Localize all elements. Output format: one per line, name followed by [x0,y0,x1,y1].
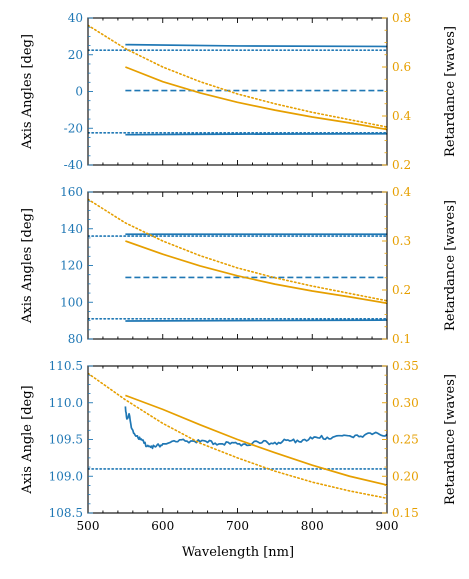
y-tick-label-right: 0.30 [392,396,419,410]
plot-frame [87,191,388,340]
y-tick-label-left: 109.0 [49,469,83,483]
y-tick-label-left: 108.5 [49,506,83,520]
y-tick-label-right: 0.25 [392,433,419,447]
y-tick-label-left: 110.5 [49,359,83,373]
y-tick-label-right: 0.15 [392,506,419,520]
y-tick-label-left: 100 [60,295,83,309]
y-axis-label-left: Axis Angles [deg] [20,34,35,150]
series-line-3 [125,319,387,322]
series-line-1 [125,43,387,48]
panel-3: 500 600 700 800 900 108.5 109.0 109.5 110.0 110.5… [20,359,458,533]
y-tick-label-right: 0.6 [392,60,411,74]
y-tick-label-right: 0.4 [392,185,411,199]
y-tick-label-right: 0.35 [392,359,419,373]
x-tick-label: 800 [301,519,324,533]
y-tick-label-left: 109.5 [49,433,83,447]
x-tick-label: 600 [151,519,174,533]
y-axis-label-left: Axis Angle [deg] [20,385,35,494]
y-tick-label-left: 120 [60,259,83,273]
panel-2: 80 100 120 140 160 0.1 0.2 0.3 0.4 Axis Angles [d… [20,185,458,346]
series-line-4 [88,372,387,500]
series-line-6 [125,240,387,305]
y-tick-label-right: 0.20 [392,469,419,483]
y-tick-label-left: -20 [64,121,83,135]
series-line-3 [125,394,387,486]
series-line-1 [124,406,387,450]
y-tick-label-right: 0.3 [392,234,411,248]
x-tick-label: 500 [77,519,100,533]
y-tick-label-left: 80 [68,332,83,346]
y-tick-label-left: 140 [60,222,83,236]
y-tick-label-right: 0.2 [392,158,411,172]
y-tick-label-right: 0.1 [392,332,411,346]
y-tick-label-left: 40 [68,11,83,25]
y-tick-label-left: 0 [75,85,83,99]
series-group [88,372,387,500]
series-line-3 [125,132,387,136]
y-axis-label-right: Retardance [waves] [443,374,458,505]
y-tick-label-right: 0.4 [392,109,411,123]
series-line-6 [125,66,387,131]
y-axis-label-right: Retardance [waves] [443,26,458,157]
y-tick-label-left: 20 [68,48,83,62]
panel-1: -40 -20 0 20 40 0.2 0.4 0.6 0.8 Axis Angles [deg]… [20,11,458,172]
x-tick-label: 900 [376,519,399,533]
x-axis-label: Wavelength [nm] [182,545,294,560]
plot-frame [87,17,388,166]
y-tick-label-right: 0.2 [392,283,411,297]
y-tick-label-right: 0.8 [392,11,411,25]
series-line-7 [88,24,387,128]
y-tick-label-left: 110.0 [49,396,83,410]
x-tick-label: 700 [226,519,249,533]
y-axis-label-left: Axis Angles [deg] [20,208,35,324]
series-group [88,24,387,136]
series-line-7 [88,198,387,302]
y-tick-label-left: -40 [64,158,83,172]
y-tick-label-left: 160 [60,185,83,199]
series-group [88,198,387,322]
y-axis-label-right: Retardance [waves] [443,200,458,331]
